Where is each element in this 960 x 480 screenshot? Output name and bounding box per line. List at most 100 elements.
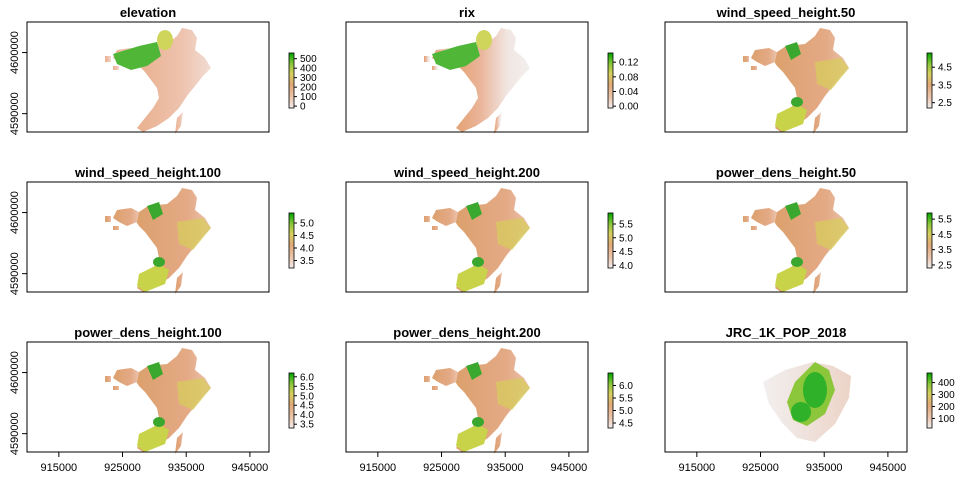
legend-tick-label: 5.5 [619, 220, 633, 231]
panel-title: wind_speed_height.200 [393, 165, 540, 180]
panel-frame [664, 341, 908, 453]
map-panel: power_dens_height.100 4590000 4600000 91500… [9, 325, 314, 474]
panel-frame [664, 181, 908, 293]
y-tick-label: 4600000 [9, 351, 21, 394]
panel-frame [345, 21, 589, 133]
x-tick-label: 945000 [870, 462, 907, 474]
raster-area [785, 42, 801, 60]
panel-frame [26, 341, 270, 453]
raster-area [137, 424, 169, 452]
raster-area [815, 58, 849, 90]
legend-colorbar: 2.5 3.5 4.5 5.5 [926, 212, 952, 271]
raster-area [472, 417, 484, 427]
x-tick-label: 925000 [742, 462, 779, 474]
legend-tick-label: 500 [300, 54, 317, 65]
x-tick-label: 945000 [551, 462, 588, 474]
raster-area [496, 378, 530, 410]
raster-layer [424, 188, 530, 294]
panel-title: power_dens_height.50 [716, 165, 856, 180]
raster-area [791, 97, 803, 107]
legend-bar [607, 372, 614, 429]
raster-area [496, 218, 530, 250]
raster-area [157, 30, 173, 50]
legend-tick-label: 3.5 [300, 256, 314, 267]
legend-tick-label: 3.5 [938, 245, 952, 256]
legend-tick-label: 5.0 [300, 391, 314, 402]
legend-tick-label: 5.5 [300, 382, 314, 393]
legend-tick-label: 3.5 [938, 80, 952, 91]
legend-tick-label: 3.5 [300, 420, 314, 431]
legend-colorbar: 4.5 5.05.5 6.0 [607, 372, 633, 430]
x-tick-label: 925000 [423, 462, 460, 474]
raster-area [815, 218, 849, 250]
x-tick-label: 935000 [806, 462, 843, 474]
raster-area [791, 402, 811, 422]
panel-frame [26, 21, 270, 133]
legend-tick-label: 5.5 [619, 394, 633, 405]
legend-bar [607, 52, 614, 109]
legend-bar [926, 372, 933, 429]
legend-bar [288, 212, 295, 269]
x-tick-label: 915000 [359, 462, 396, 474]
legend-bar [288, 372, 295, 429]
x-tick-label: 935000 [487, 462, 524, 474]
legend-tick-label: 300 [938, 390, 955, 401]
raster-area [153, 417, 165, 427]
raster-area [137, 264, 169, 292]
raster-area [775, 104, 807, 132]
legend-tick-label: 2.5 [938, 260, 952, 271]
raster-area [466, 202, 482, 220]
legend-tick-label: 4.5 [938, 230, 952, 241]
legend-tick-label: 4.5 [300, 401, 314, 412]
legend-tick-label: 200 [938, 402, 955, 413]
raster-area [476, 30, 492, 50]
legend-tick-label: 400 [300, 64, 317, 75]
raster-layer [424, 28, 530, 134]
legend-tick-label: 6.0 [300, 372, 314, 383]
panel-title: wind_speed_height.100 [74, 165, 221, 180]
raster-layer [763, 362, 851, 442]
raster-area [147, 362, 163, 380]
raster-area [791, 257, 803, 267]
legend-tick-label: 5.0 [619, 406, 633, 417]
raster-area [456, 264, 488, 292]
x-tick-label: 915000 [678, 462, 715, 474]
legend-bar [926, 212, 933, 269]
legend-colorbar: 4.0 4.5 5.0 5.5 [607, 212, 633, 272]
legend-tick-label: 300 [300, 73, 317, 84]
legend-tick-label: 0.00 [619, 102, 639, 113]
x-tick-label: 935000 [168, 462, 205, 474]
legend-bar [926, 52, 933, 109]
raster-area [775, 264, 807, 292]
y-tick-label: 4600000 [9, 31, 21, 74]
x-tick-label: 945000 [232, 462, 269, 474]
legend-tick-label: 0.04 [619, 87, 639, 98]
map-panel: wind_speed_height.50 2.5 3.5 4.5 [664, 5, 952, 134]
legend-tick-label: 4.0 [619, 261, 633, 272]
legend-tick-label: 100 [938, 414, 955, 425]
legend-colorbar: 0.00 0.04 0.08 0.12 [607, 52, 639, 113]
legend-tick-label: 5.0 [300, 219, 314, 230]
legend-tick-label: 0.08 [619, 72, 639, 83]
panel-frame [26, 181, 270, 293]
legend-tick-label: 400 [938, 378, 955, 389]
panel-title: rix [459, 5, 476, 20]
panel-title: JRC_1K_POP_2018 [726, 325, 847, 340]
raster-area [466, 362, 482, 380]
raster-layer [105, 28, 211, 134]
panel-frame [345, 181, 589, 293]
raster-area [147, 202, 163, 220]
legend-tick-label: 2.5 [938, 98, 952, 109]
map-panel: JRC_1K_POP_2018 915000 925000 935000 945000 1… [664, 325, 955, 474]
legend-tick-label: 6.0 [619, 381, 633, 392]
panel-title: power_dens_height.100 [74, 325, 221, 340]
panel-title: power_dens_height.200 [393, 325, 540, 340]
y-tick-label: 4590000 [9, 412, 21, 455]
panel-title: wind_speed_height.50 [716, 5, 856, 20]
raster-layer [105, 348, 211, 454]
raster-layer [743, 28, 849, 134]
